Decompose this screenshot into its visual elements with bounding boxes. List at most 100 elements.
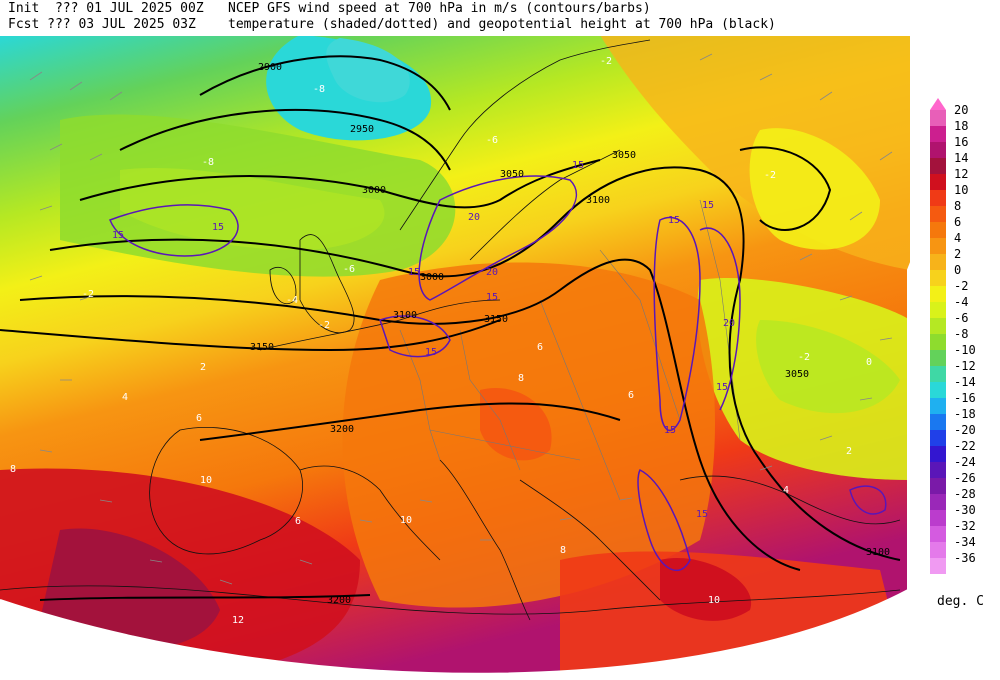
warm-core-balkans (480, 388, 552, 461)
colorbar-swatch (930, 174, 946, 190)
colorbar-swatch (930, 318, 946, 334)
wind-label: 20 (486, 267, 498, 278)
border-germany-poland (459, 329, 521, 471)
map-boundary (0, 34, 1000, 675)
colorbar-swatch (930, 126, 946, 142)
temp-label: 10 (200, 475, 212, 486)
height-label: 3100 (393, 310, 417, 321)
map-title-line2: temperature (shaded/dotted) and geopoten… (228, 17, 776, 32)
wind-labels: 15 15 20 15 20 15 15 15 15 20 15 15 15 1… (112, 160, 735, 520)
wind-label: 15 (212, 222, 224, 233)
colorbar-label: 6 (954, 215, 962, 229)
colorbar-label: -16 (954, 391, 976, 405)
colorbar-label: -2 (954, 279, 969, 293)
temp-label: 0 (866, 357, 872, 368)
coast-britain (299, 234, 355, 333)
wind-label: 20 (468, 212, 480, 223)
temp-label: 6 (628, 390, 634, 401)
coast-ireland (269, 267, 297, 305)
temp-label: -2 (764, 170, 776, 181)
temp-label: 6 (537, 342, 543, 353)
yellow-area-russia (749, 128, 880, 250)
colorbar-swatch (930, 462, 946, 478)
height-contour-2900 (199, 55, 451, 111)
init-time: Init ??? 01 JUL 2025 00Z (8, 1, 204, 16)
colorbar-label: 8 (954, 199, 962, 213)
temp-label: -2 (318, 320, 330, 331)
height-label: 2950 (350, 124, 374, 135)
height-label: 3150 (484, 314, 508, 325)
temp-label: 4 (783, 485, 789, 496)
temp-label: 6 (295, 516, 301, 527)
wind-contours (109, 175, 887, 572)
wind-label: 15 (702, 200, 714, 211)
coast-france-italy (299, 465, 441, 561)
barb-strokes (29, 53, 893, 585)
coast-black-sea (679, 475, 901, 525)
forecast-time: Fcst ??? 03 JUL 2025 03Z (8, 17, 196, 32)
colorbar-swatch (930, 222, 946, 238)
colorbar-unit: deg. C (937, 594, 984, 609)
wind-contour-north-sea (379, 315, 451, 358)
colorbar-swatch (930, 542, 946, 558)
border-belarus-russia (599, 249, 681, 421)
temp-label: -8 (202, 157, 214, 168)
colorbar-label: -32 (954, 519, 976, 533)
colorbar-label: -26 (954, 471, 976, 485)
colorbar-label: -10 (954, 343, 976, 357)
colorbar-swatch (930, 238, 946, 254)
wind-label: 15 (486, 292, 498, 303)
temp-label: -2 (600, 56, 612, 67)
temp-label: 10 (708, 595, 720, 606)
cool-band-inner (120, 167, 385, 250)
temp-label: 8 (518, 373, 524, 384)
colorbar-label: -24 (954, 455, 976, 469)
colorbar-label: 4 (954, 231, 962, 245)
wind-label: 15 (112, 230, 124, 241)
colorbar-swatch (930, 142, 946, 158)
border-alps-balkans (429, 429, 581, 461)
height-label: 3200 (327, 595, 351, 606)
colorbar-label: -14 (954, 375, 976, 389)
colorbar-swatch (930, 558, 946, 574)
colorbar-swatch (930, 382, 946, 398)
temp-label: 8 (10, 464, 16, 475)
height-label: 3050 (500, 169, 524, 180)
wind-contour-russia-jet (653, 216, 701, 432)
coast-italy (439, 459, 531, 621)
coast-north-sea (259, 299, 501, 351)
temp-label: 2 (200, 362, 206, 373)
cold-core (326, 38, 410, 103)
wind-contour-russia-jet-2 (699, 227, 741, 411)
colorbar-label: 0 (954, 263, 962, 277)
wind-label: 15 (664, 425, 676, 436)
colorbar-label: -4 (954, 295, 969, 309)
colorbar-swatch (930, 494, 946, 510)
wind-label: 15 (425, 347, 437, 358)
colorbar-label: -22 (954, 439, 976, 453)
temp-label: 10 (400, 515, 412, 526)
border-poland-ukraine (539, 299, 621, 501)
temp-label: 12 (232, 615, 244, 626)
colorbar-swatch (930, 350, 946, 366)
colorbar-label: 20 (954, 103, 969, 117)
temp-label: -6 (486, 135, 498, 146)
colorbar-swatch (930, 398, 946, 414)
height-label: 2900 (258, 62, 282, 73)
height-label: 3100 (586, 195, 610, 206)
coast-iberia (149, 427, 303, 555)
wind-contour-scandinavia (418, 175, 577, 301)
colorbar-swatch (930, 110, 946, 126)
colorbar-swatch (930, 270, 946, 286)
height-label: 3050 (612, 150, 636, 161)
wind-label: 15 (668, 215, 680, 226)
height-label: 3000 (362, 185, 386, 196)
wind-label: 20 (723, 318, 735, 329)
height-label: 3000 (420, 272, 444, 283)
wind-contour-caspian (849, 485, 887, 515)
hot-core-iberia (40, 528, 220, 649)
height-contour-3000 (79, 159, 601, 209)
colorbar-label: 2 (954, 247, 962, 261)
height-label: 3100 (866, 547, 890, 558)
